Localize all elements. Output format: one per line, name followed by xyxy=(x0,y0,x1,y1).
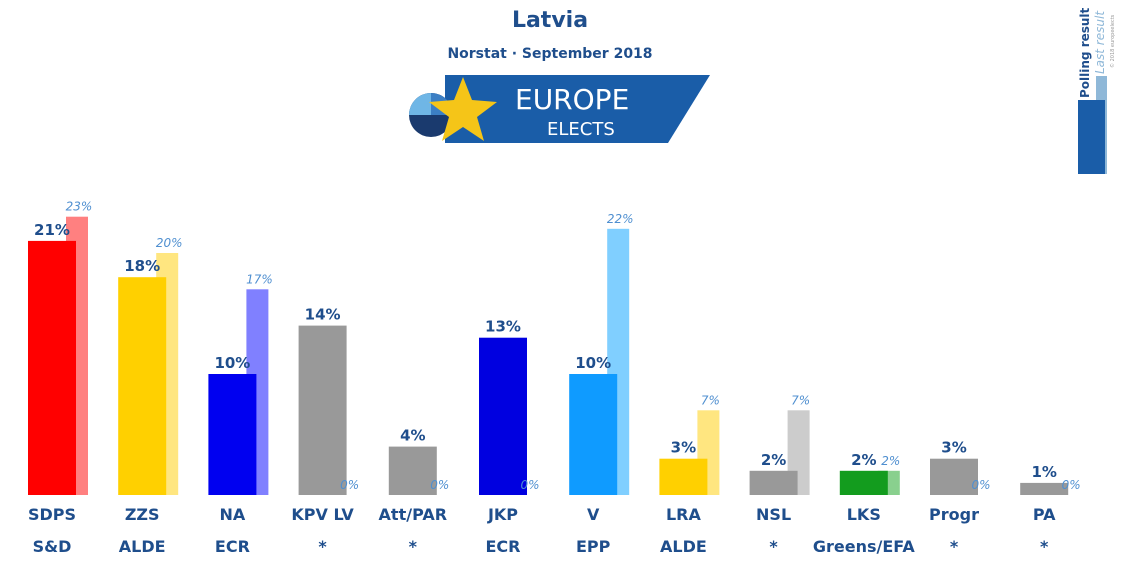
group-label: ALDE xyxy=(119,537,166,556)
logo-banner xyxy=(445,75,710,143)
data-label-last: 7% xyxy=(701,393,720,407)
group-label: * xyxy=(769,537,778,556)
data-label-last: 22% xyxy=(607,212,634,226)
bar-polling xyxy=(930,458,978,495)
bar-polling xyxy=(388,446,437,495)
legend-polling-bar xyxy=(1078,100,1105,174)
category-label: NA xyxy=(220,505,246,524)
group-label: * xyxy=(1040,537,1049,556)
data-label-last: 17% xyxy=(246,272,273,286)
chart-subtitle: Norstat · September 2018 xyxy=(447,46,653,62)
chart-title: Latvia xyxy=(511,8,589,33)
star-icon xyxy=(429,77,497,141)
data-label-polling: 18% xyxy=(124,257,160,275)
bar-polling xyxy=(839,470,888,495)
group-label: EPP xyxy=(576,537,611,556)
bar-polling xyxy=(479,337,527,495)
legend: Polling result Last result © 2018 europe… xyxy=(1078,7,1116,174)
group-label: ECR xyxy=(215,537,250,556)
bar-polling xyxy=(569,374,618,495)
bar-polling xyxy=(28,240,76,495)
data-label-polling: 10% xyxy=(214,354,250,372)
logo-line2: ELECTS xyxy=(547,119,615,140)
group-label: * xyxy=(318,537,327,556)
group-label: Greens/EFA xyxy=(813,537,916,556)
data-label-last: 0% xyxy=(340,478,359,492)
bar-polling xyxy=(298,325,347,495)
category-label: SDPS xyxy=(28,505,76,524)
group-label: * xyxy=(950,537,959,556)
category-label: Att/PAR xyxy=(379,505,447,524)
bar-chart: 23% 21% SDPS S&D 20% 18% ZZS ALDE 17% 10% NA ECR 0% 1… xyxy=(28,200,1081,556)
data-label-last: 0% xyxy=(971,478,990,492)
bar-polling xyxy=(749,470,798,495)
legend-last-label: Last result xyxy=(1093,10,1107,74)
europe-elects-logo: EUROPE ELECTS xyxy=(409,75,710,143)
category-label: LKS xyxy=(847,505,881,524)
category-label: Progr xyxy=(929,505,979,524)
category-label: LRA xyxy=(666,505,702,524)
category-label: V xyxy=(587,505,600,524)
category-label: PA xyxy=(1033,505,1056,524)
legend-polling-label: Polling result xyxy=(1078,7,1092,98)
data-label-polling: 3% xyxy=(941,439,966,457)
group-label: ECR xyxy=(486,537,521,556)
group-label: S&D xyxy=(33,537,72,556)
data-label-polling: 4% xyxy=(400,427,425,445)
data-label-polling: 1% xyxy=(1031,463,1056,481)
group-label: ALDE xyxy=(660,537,707,556)
logo-circle-segment xyxy=(409,93,431,115)
category-label: KPV LV xyxy=(291,505,354,524)
data-label-last: 0% xyxy=(1062,478,1081,492)
data-label-polling: 21% xyxy=(34,221,70,239)
data-label-last: 0% xyxy=(430,478,449,492)
data-label-polling: 10% xyxy=(575,354,611,372)
category-label: JKP xyxy=(487,505,518,524)
data-label-polling: 13% xyxy=(485,318,521,336)
category-label: NSL xyxy=(756,505,791,524)
data-label-last: 0% xyxy=(520,478,539,492)
data-label-last: 23% xyxy=(66,200,93,214)
data-label-last: 2% xyxy=(881,454,900,468)
bar-polling xyxy=(659,458,708,495)
group-label: * xyxy=(409,537,418,556)
data-label-polling: 14% xyxy=(305,306,341,324)
data-label-last: 7% xyxy=(791,393,810,407)
data-label-polling: 2% xyxy=(761,451,786,469)
bar-polling xyxy=(1020,482,1069,495)
data-label-polling: 2% xyxy=(851,451,876,469)
data-label-last: 20% xyxy=(156,236,183,250)
legend-copyright: © 2018 europeelects xyxy=(1109,14,1116,68)
data-label-polling: 3% xyxy=(671,439,696,457)
category-label: ZZS xyxy=(125,505,160,524)
logo-line1: EUROPE xyxy=(515,83,629,116)
bar-polling xyxy=(118,277,167,495)
bar-polling xyxy=(208,374,257,495)
